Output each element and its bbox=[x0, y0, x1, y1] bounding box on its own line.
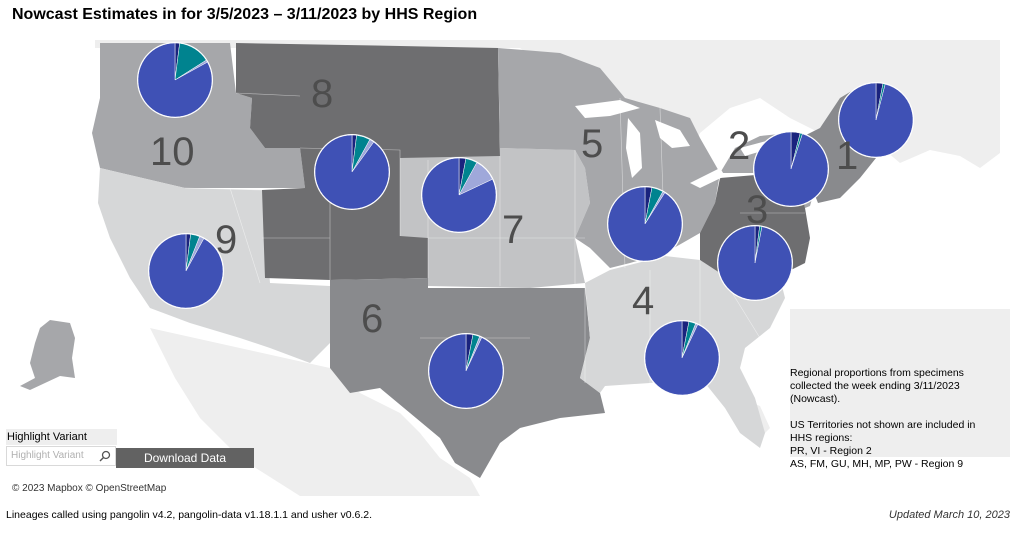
info-line: (Nowcast). bbox=[790, 393, 841, 405]
region-label-2: 2 bbox=[728, 124, 751, 168]
highlight-variant-search-input[interactable]: Highlight Variant bbox=[6, 446, 116, 466]
pie-slice-dominant[interactable] bbox=[607, 186, 683, 262]
region-label-9: 9 bbox=[215, 218, 238, 262]
info-line: collected the week ending 3/11/2023 bbox=[790, 380, 960, 392]
pie-region-1[interactable] bbox=[838, 82, 914, 158]
pie-region-7[interactable] bbox=[421, 157, 497, 233]
region-label-6: 6 bbox=[361, 297, 384, 341]
region-7-area[interactable] bbox=[400, 148, 590, 288]
pie-layer bbox=[137, 42, 914, 409]
pie-slice-dominant[interactable] bbox=[753, 131, 829, 207]
map-attribution[interactable]: © 2023 Mapbox © OpenStreetMap bbox=[12, 483, 167, 494]
region-label-8: 8 bbox=[311, 72, 334, 116]
pie-slice-dominant[interactable] bbox=[428, 333, 504, 409]
info-line: AS, FM, GU, MH, MP, PW - Region 9 bbox=[790, 458, 964, 470]
pie-slice-dominant[interactable] bbox=[644, 320, 720, 396]
pie-slice-dominant[interactable] bbox=[148, 233, 224, 309]
info-line: US Territories not shown are included in bbox=[790, 419, 976, 431]
info-line: Regional proportions from specimens bbox=[790, 367, 964, 379]
pie-slice-dominant[interactable] bbox=[838, 82, 914, 158]
pie-region-6[interactable] bbox=[428, 333, 504, 409]
region-label-10: 10 bbox=[150, 130, 195, 174]
region-label-4: 4 bbox=[632, 279, 655, 323]
pie-region-5[interactable] bbox=[607, 186, 683, 262]
pie-slice-dominant[interactable] bbox=[717, 225, 793, 301]
pie-region-8[interactable] bbox=[314, 134, 390, 210]
highlight-variant-placeholder: Highlight Variant bbox=[11, 450, 84, 461]
footer-lineage-note: Lineages called using pangolin v4.2, pan… bbox=[6, 509, 373, 521]
download-data-button[interactable]: Download Data bbox=[116, 448, 254, 468]
region-label-3: 3 bbox=[746, 188, 769, 232]
page-title: Nowcast Estimates in for 3/5/2023 – 3/11… bbox=[12, 6, 478, 23]
info-line: PR, VI - Region 2 bbox=[790, 445, 872, 457]
pie-slice-dominant[interactable] bbox=[314, 134, 390, 210]
pie-region-4[interactable] bbox=[644, 320, 720, 396]
us-map[interactable]: 1 2 3 4 5 6 7 8 9 10 bbox=[0, 38, 1024, 498]
mexico-land bbox=[150, 328, 480, 496]
info-panel: Regional proportions from specimens coll… bbox=[790, 309, 1010, 470]
highlight-variant-label: Highlight Variant bbox=[6, 429, 117, 445]
background-land bbox=[95, 40, 1000, 168]
pie-region-9[interactable] bbox=[148, 233, 224, 309]
pie-region-10[interactable] bbox=[137, 42, 213, 118]
pie-slice-dominant[interactable] bbox=[421, 157, 497, 233]
region-label-1: 1 bbox=[836, 134, 859, 178]
info-line: HHS regions: bbox=[790, 432, 853, 444]
great-lakes bbox=[575, 100, 772, 188]
region-label-5: 5 bbox=[581, 122, 604, 166]
map-svg[interactable] bbox=[0, 38, 1024, 498]
alaska-region-10[interactable] bbox=[20, 320, 75, 390]
pie-slice-dominant[interactable] bbox=[137, 42, 213, 118]
pie-region-2[interactable] bbox=[753, 131, 829, 207]
pie-region-3[interactable] bbox=[717, 225, 793, 301]
region-label-7: 7 bbox=[502, 208, 525, 252]
search-icon[interactable] bbox=[98, 449, 112, 463]
updated-date: Updated March 10, 2023 bbox=[888, 509, 1010, 521]
